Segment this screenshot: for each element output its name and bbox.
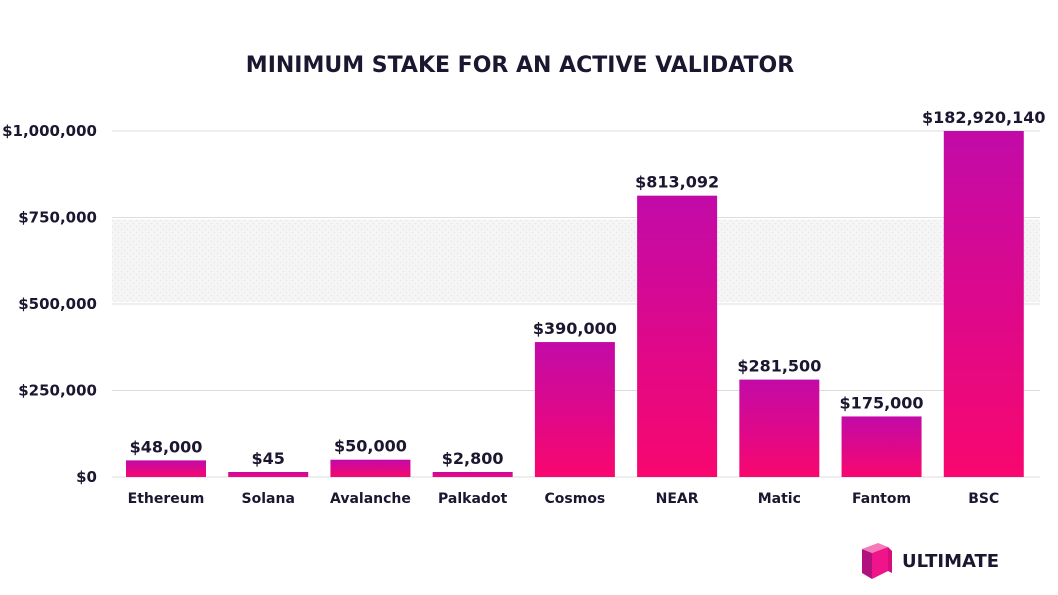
x-tick-label: Avalanche	[330, 491, 411, 507]
x-tick-label: Matic	[758, 491, 801, 507]
bar-solana	[228, 472, 309, 477]
grid-band	[112, 219, 1040, 302]
data-labels: $48,000 $45 $50,000 $2,800 $390,000 $813,092 $…	[130, 108, 1046, 468]
data-label: $390,000	[533, 319, 617, 338]
bar-matic	[739, 379, 820, 477]
y-tick-label: $1,000,000	[2, 122, 97, 140]
data-label: $175,000	[840, 393, 924, 412]
bars	[126, 131, 1024, 477]
background-band	[112, 219, 1040, 302]
bar-ethereum	[126, 460, 206, 477]
bar-bsc	[943, 131, 1024, 477]
data-label: $2,800	[442, 449, 504, 468]
x-tick-label: Palkadot	[438, 491, 508, 507]
data-label: $45	[252, 449, 285, 468]
bar-near	[637, 195, 718, 477]
x-tick-label: BSC	[968, 491, 999, 507]
y-tick-label: $500,000	[18, 295, 97, 313]
chart-title: MINIMUM STAKE FOR AN ACTIVE VALIDATOR	[246, 53, 794, 78]
data-label: $182,920,140	[922, 108, 1045, 127]
x-axis-ticks: Ethereum Solana Avalanche Palkadot Cosmos NEA…	[128, 491, 1000, 507]
brand-name: ULTIMATE	[902, 551, 999, 572]
y-axis-ticks: $0 $250,000 $500,000 $750,000 $1,000,000	[2, 122, 97, 486]
x-tick-label: NEAR	[656, 491, 699, 507]
bar-fantom	[841, 416, 922, 477]
x-tick-label: Fantom	[852, 491, 911, 507]
data-label: $281,500	[737, 357, 821, 376]
bar-cosmos	[534, 342, 615, 477]
data-label: $813,092	[635, 173, 719, 192]
x-tick-label: Cosmos	[545, 491, 606, 507]
y-tick-label: $750,000	[18, 209, 97, 227]
x-tick-label: Ethereum	[128, 491, 205, 507]
ultimate-logo-icon	[862, 543, 892, 579]
brand-logo: ULTIMATE	[862, 543, 999, 579]
y-tick-label: $0	[76, 468, 97, 486]
data-label: $50,000	[334, 437, 407, 456]
y-tick-label: $250,000	[18, 382, 97, 400]
bar-avalanche	[330, 459, 411, 477]
bar-palkadot	[432, 472, 513, 477]
data-label: $48,000	[130, 437, 203, 456]
x-tick-label: Solana	[242, 491, 295, 507]
